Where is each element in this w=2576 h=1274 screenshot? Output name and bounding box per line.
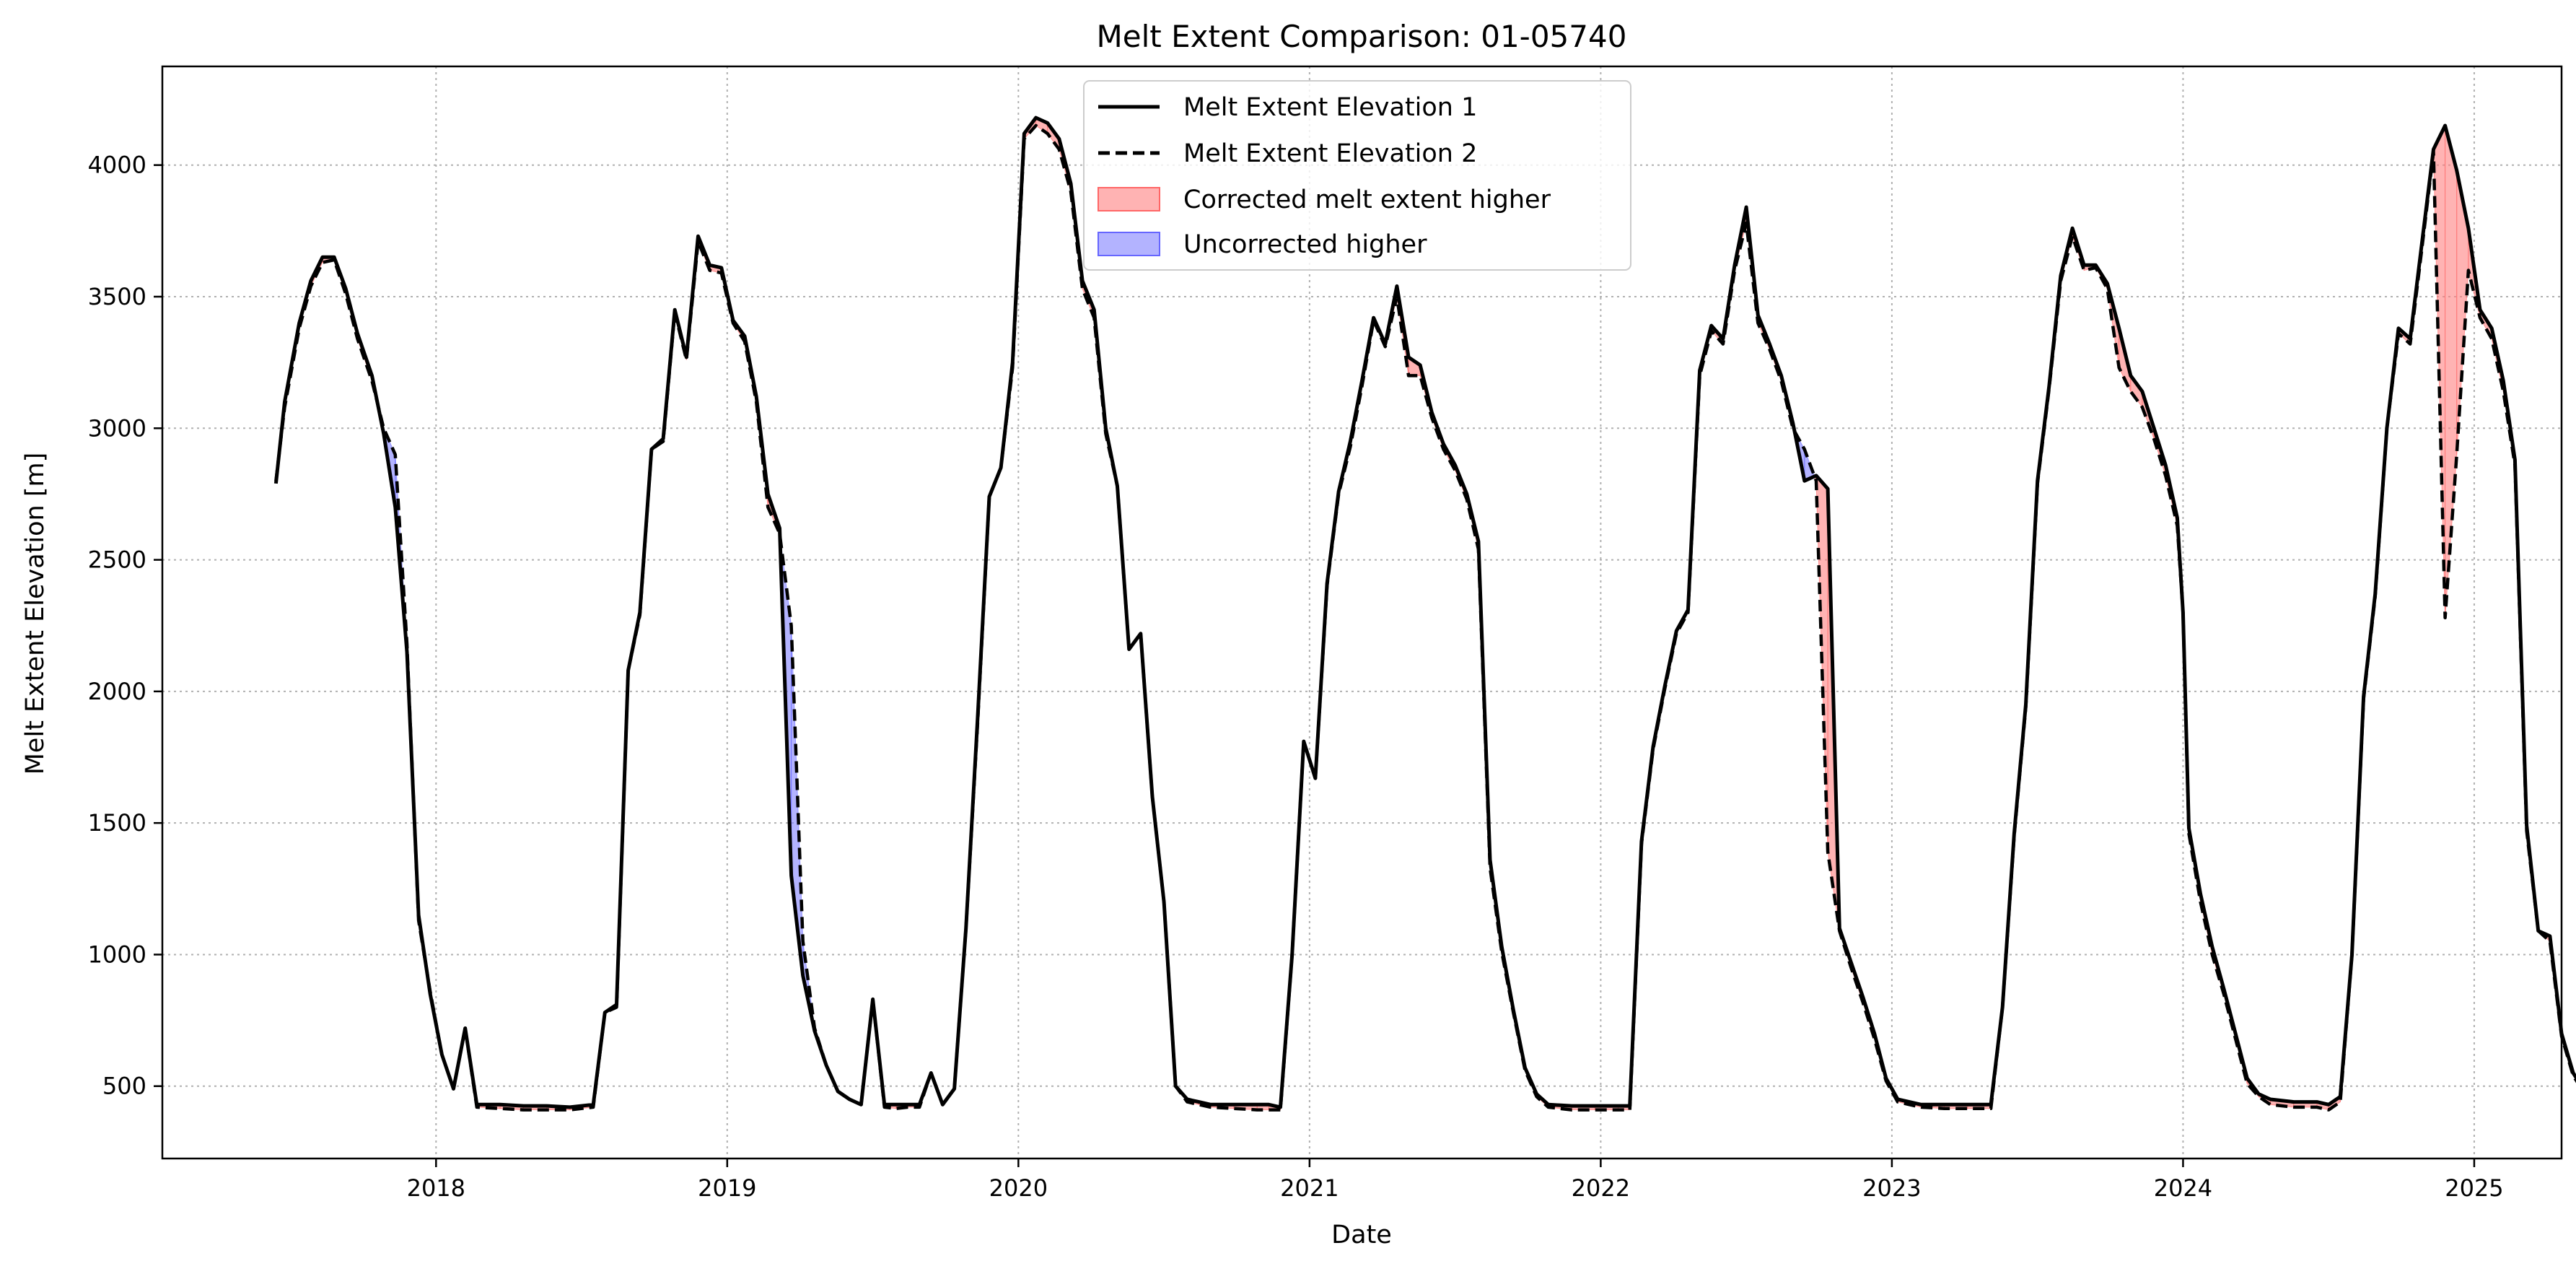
y-tick-label: 2500 — [88, 546, 146, 574]
legend-label-elevation-2: Melt Extent Elevation 2 — [1183, 139, 1477, 168]
y-tick-label: 3000 — [88, 414, 146, 442]
y-tick-label: 2000 — [88, 678, 146, 705]
x-axis-ticks: 2018 2019 2020 2021 2022 2023 2024 2025 — [407, 1159, 2504, 1202]
series-lines — [273, 115, 2576, 1112]
plot-frame — [161, 65, 2563, 1160]
legend-label-uncorrected-higher: Uncorrected higher — [1183, 230, 1427, 259]
y-tick-label: 3500 — [88, 283, 146, 310]
legend: Melt Extent Elevation 1 Melt Extent Elev… — [1083, 80, 1631, 271]
grid-lines — [162, 66, 2562, 1159]
x-tick-label: 2022 — [1572, 1174, 1630, 1202]
series-line-elevation-2 — [274, 123, 2576, 1112]
y-tick-label: 4000 — [88, 152, 146, 179]
x-tick-label: 2023 — [1862, 1174, 1921, 1202]
legend-red-patch-swatch — [1098, 187, 1160, 211]
series-line-elevation-1 — [273, 115, 2576, 1109]
legend-label-corrected-higher: Corrected melt extent higher — [1183, 186, 1551, 214]
legend-box — [1083, 80, 1631, 271]
y-tick-label: 500 — [102, 1073, 146, 1100]
x-tick-label: 2024 — [2154, 1174, 2212, 1202]
y-tick-label: 1500 — [88, 809, 146, 837]
x-tick-label: 2019 — [698, 1174, 756, 1202]
x-tick-label: 2025 — [2445, 1174, 2503, 1202]
y-axis-label: Melt Extent Elevation [m] — [21, 453, 50, 775]
y-axis-ticks: 500 1000 1500 2000 2500 3000 3500 4000 — [88, 152, 162, 1100]
x-tick-label: 2018 — [407, 1174, 465, 1202]
x-tick-label: 2020 — [989, 1174, 1048, 1202]
chart-title: Melt Extent Comparison: 01-05740 — [1097, 19, 1627, 54]
legend-blue-patch-swatch — [1098, 232, 1160, 256]
legend-label-elevation-1: Melt Extent Elevation 1 — [1183, 93, 1477, 122]
x-tick-label: 2021 — [1280, 1174, 1339, 1202]
x-axis-label: Date — [1331, 1221, 1392, 1249]
y-tick-label: 1000 — [88, 941, 146, 968]
